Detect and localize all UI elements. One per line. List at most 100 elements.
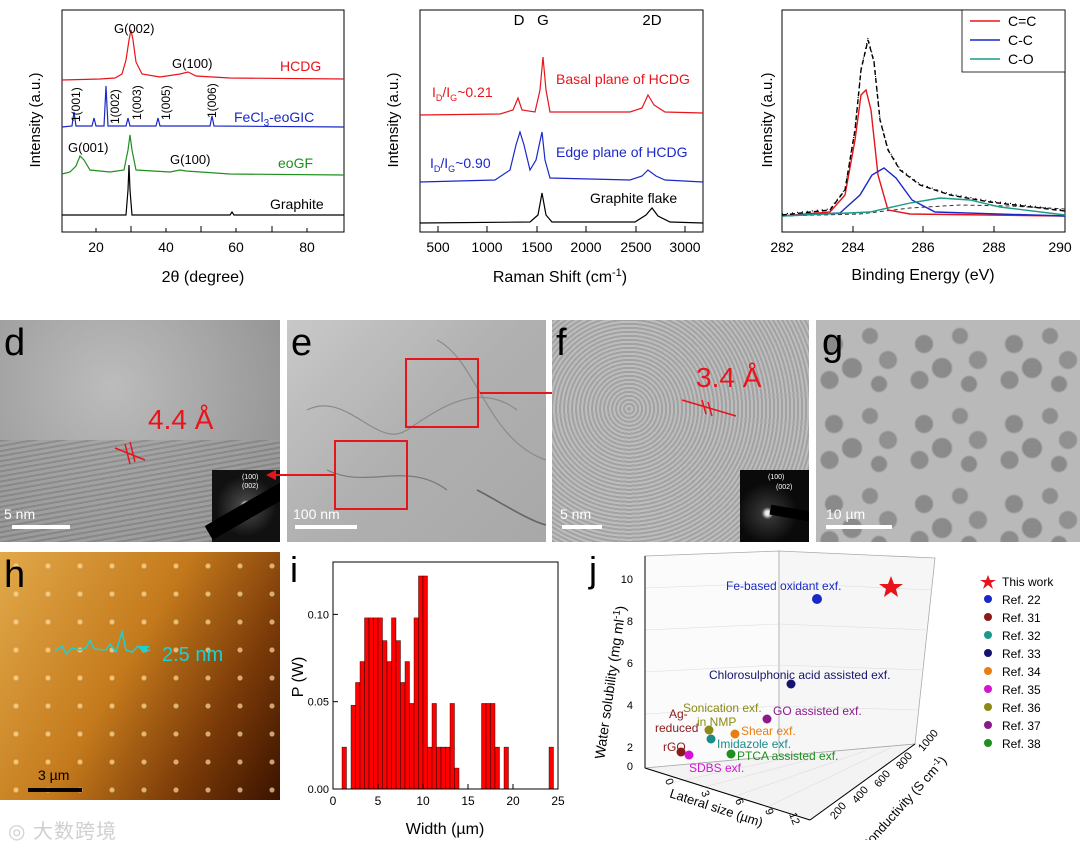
raman-xtick: 500 bbox=[426, 239, 450, 255]
j-ztick: 10 bbox=[621, 574, 633, 586]
xrd-peak-label: 1(001) bbox=[69, 87, 83, 122]
xrd-peak-label: G(001) bbox=[68, 140, 108, 155]
panel-label-i: i bbox=[290, 552, 298, 590]
scale-bar-h bbox=[28, 788, 82, 792]
raman-band-g: G bbox=[537, 12, 549, 29]
xrd-curve-graphite bbox=[62, 164, 344, 216]
xrd-curve-eogf bbox=[61, 134, 345, 176]
xrd-peak-label: G(002) bbox=[114, 21, 154, 36]
j-legend-label: Ref. 36 bbox=[1002, 701, 1041, 715]
hist-xlabel: Width (µm) bbox=[406, 821, 485, 838]
histogram-bar bbox=[377, 617, 383, 790]
raman-band-2d: 2D bbox=[642, 12, 661, 29]
raman-xtick: 1000 bbox=[471, 239, 502, 255]
j-point-label: reduced bbox=[655, 721, 698, 735]
histogram-bar bbox=[404, 661, 410, 790]
height-label-h: 2.5 nm bbox=[162, 644, 224, 666]
histogram-bar bbox=[494, 746, 500, 790]
panel-label-g: g bbox=[822, 322, 844, 364]
histogram-bar bbox=[481, 703, 487, 790]
j-point-label: rGO bbox=[663, 740, 686, 754]
j-point-label: Imidazole exf. bbox=[717, 737, 791, 751]
histogram-bar bbox=[413, 617, 419, 790]
saed-label: (002) bbox=[242, 483, 259, 490]
tem-image-e: e 100 nm bbox=[287, 320, 546, 542]
raman-curve-graphite bbox=[419, 192, 704, 224]
histogram-bar bbox=[485, 703, 491, 790]
raman-xtick: 1500 bbox=[521, 239, 552, 255]
j-point-label: Sonication exf. bbox=[683, 701, 762, 715]
xrd-label-graphite: Graphite bbox=[270, 196, 324, 212]
saed-label: (100) bbox=[768, 474, 785, 481]
hist-ytick: 0.05 bbox=[308, 697, 329, 709]
lattice-spacing-f: 3.4 Å bbox=[696, 362, 762, 393]
j-legend-label: Ref. 33 bbox=[1002, 647, 1041, 661]
histogram-bar bbox=[341, 746, 347, 790]
histogram-bar bbox=[503, 746, 509, 790]
zoom-box-top bbox=[405, 358, 479, 428]
j-zlabel: Water solubility (mg ml-1) bbox=[591, 605, 628, 760]
xps-xtick: 282 bbox=[770, 239, 794, 255]
xrd-curve-feclgic bbox=[61, 85, 345, 128]
j-legend: This work Ref. 22 Ref. 31 Ref. 32 Ref. 3… bbox=[980, 575, 1054, 751]
j-xtick: 9 bbox=[762, 807, 775, 817]
tem-image-d: d 4.4 Å (100) (002) 5 nm bbox=[0, 320, 280, 542]
xrd-xtick: 20 bbox=[88, 239, 104, 255]
histogram-bar bbox=[395, 640, 401, 790]
hist-xtick: 0 bbox=[330, 794, 337, 808]
hist-ytick: 0.10 bbox=[308, 609, 329, 621]
histogram-chart: i 0 5 10 15 20 25 0.00 0.05 0.10 Width (µm) P (W… bbox=[290, 552, 565, 838]
saed-inset-d: (100) (002) bbox=[204, 470, 280, 542]
scale-label-h: 3 µm bbox=[38, 767, 70, 783]
j-ztick: 2 bbox=[627, 742, 633, 754]
j-point-label: GO assisted exf. bbox=[773, 704, 862, 718]
saed-label: (100) bbox=[242, 474, 259, 481]
xrd-peak-label: G(100) bbox=[172, 56, 212, 71]
j-ztick: 0 bbox=[627, 761, 633, 773]
xrd-label-gic: FeCl3-eoGIC bbox=[234, 109, 314, 129]
raman-xtick: 2500 bbox=[620, 239, 651, 255]
xps-envelope bbox=[781, 39, 1066, 216]
histogram-bar bbox=[445, 746, 451, 790]
histogram-bar bbox=[391, 617, 397, 790]
sem-image-g: g 10 µm bbox=[816, 320, 1080, 542]
watermark-text: 大数跨境 bbox=[33, 821, 118, 843]
histogram-bar bbox=[548, 746, 554, 790]
xps-legend-label: C=C bbox=[1008, 13, 1036, 29]
histogram-plot: 0 5 10 15 20 25 0.00 0.05 0.10 bbox=[308, 575, 565, 808]
histogram-bar bbox=[364, 617, 370, 790]
xrd-peak-label: 1(002) bbox=[108, 89, 122, 124]
scale-bar-g bbox=[826, 525, 892, 529]
j-point-label: SDBS exf. bbox=[689, 761, 744, 775]
histogram-bar bbox=[386, 661, 392, 790]
panel-label-h: h bbox=[4, 554, 26, 596]
scale-bar-f bbox=[562, 525, 602, 529]
j-point-ref33 bbox=[786, 679, 796, 689]
scatter3d-chart: j 10 8 6 4 2 0 Water solubility (mg ml-1… bbox=[588, 549, 1054, 840]
j-point-label: Ag- bbox=[669, 707, 688, 721]
j-legend-label: Ref. 37 bbox=[1002, 719, 1041, 733]
j-ztick: 4 bbox=[627, 700, 633, 712]
watermark-icon: ◎ bbox=[8, 821, 34, 843]
raman-chart: 500 1000 1500 2000 2500 3000 Raman Shift… bbox=[385, 9, 704, 286]
j-xtick: 6 bbox=[732, 797, 745, 807]
xps-fit-cc-double bbox=[781, 88, 1066, 217]
saed-label: (002) bbox=[776, 484, 793, 491]
histogram-bar bbox=[359, 661, 365, 790]
j-xtick: 0 bbox=[662, 777, 675, 787]
hist-xtick: 10 bbox=[416, 794, 430, 808]
raman-ratio-edge: ID/IG~0.90 bbox=[430, 155, 491, 174]
j-point-label: Shear exf. bbox=[741, 724, 796, 738]
scale-bar-e bbox=[295, 525, 357, 529]
j-point-ref34 bbox=[730, 729, 740, 739]
raman-xtick: 3000 bbox=[669, 239, 700, 255]
hist-xtick: 15 bbox=[461, 794, 475, 808]
xps-xlabel: Binding Energy (eV) bbox=[851, 267, 994, 284]
histogram-bar bbox=[400, 682, 406, 790]
raman-label-basal: Basal plane of HCDG bbox=[556, 71, 690, 87]
j-legend-label: Ref. 31 bbox=[1002, 611, 1041, 625]
histogram-bar bbox=[382, 640, 388, 790]
j-point-label: Fe-based oxidant exf. bbox=[726, 579, 841, 593]
xps-fit-co bbox=[781, 197, 1066, 217]
raman-xlabel: Raman Shift (cm-1) bbox=[493, 267, 627, 286]
